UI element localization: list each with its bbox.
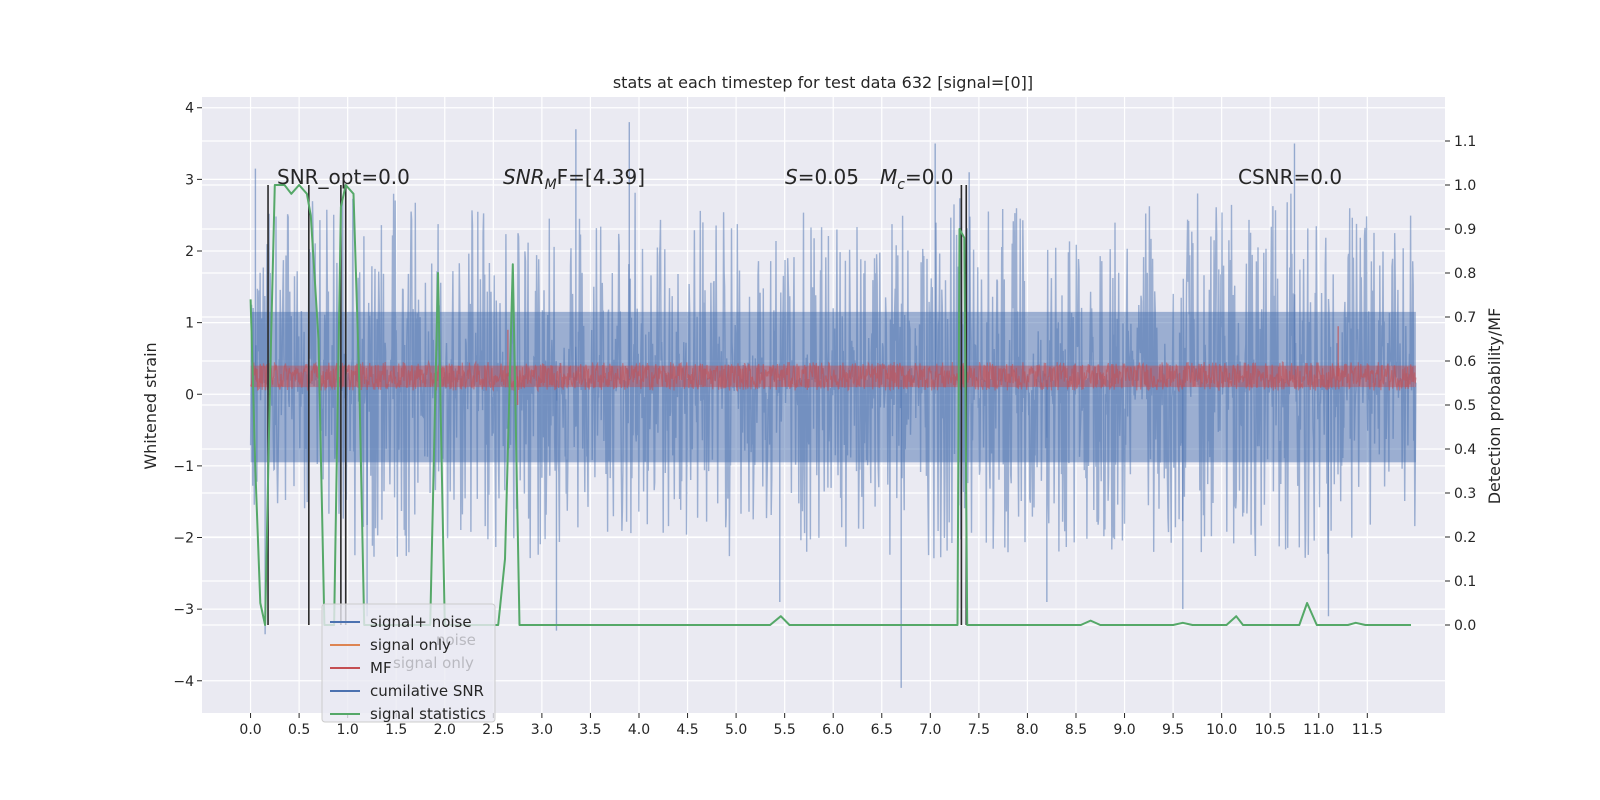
legend-label: MF: [370, 659, 392, 677]
annotation-s-tail: =0.05: [798, 165, 859, 189]
x-tick-label: 1.0: [337, 722, 359, 738]
x-tick-label: 0.0: [239, 722, 261, 738]
annotations: SNR_opt=0.0 SNRMF=[4.39] S=0.05 Mc=0.0 C…: [277, 165, 1342, 193]
x-tick-label: 11.0: [1303, 722, 1334, 738]
annotation-mc-tail: =0.0: [905, 165, 954, 189]
annotation-snr-opt: SNR_opt=0.0: [277, 165, 410, 189]
y-tick-label-left: 4: [185, 101, 194, 117]
x-tick-label: 1.5: [385, 722, 407, 738]
chart-title: stats at each timestep for test data 632…: [613, 73, 1033, 92]
x-tick-label: 11.5: [1352, 722, 1383, 738]
x-tick-label: 7.5: [968, 722, 990, 738]
x-tick-label: 9.5: [1162, 722, 1184, 738]
legend: noise signal only signal+ noise signal on…: [321, 603, 496, 723]
y-tick-label-right: 0.7: [1454, 310, 1476, 326]
y-tick-label-left: −1: [173, 459, 194, 475]
y-tick-label-right: 1.1: [1454, 134, 1476, 150]
x-tick-label: 4.5: [676, 722, 698, 738]
y-tick-label-right: 0.1: [1454, 574, 1476, 590]
y-tick-label-right: 0.2: [1454, 530, 1476, 546]
series-mf-core: [250, 365, 1416, 388]
annotation-snr-mf-main: SNR: [503, 165, 545, 189]
legend-label: signal statistics: [370, 705, 486, 723]
y-tick-label-left: 0: [185, 387, 194, 403]
annotation-csnr: CSNR=0.0: [1238, 165, 1342, 189]
y-tick-label-left: −3: [173, 602, 194, 618]
y-tick-label-right: 0.3: [1454, 486, 1476, 502]
x-tick-label: 2.5: [482, 722, 504, 738]
y-axis-label-left: Whitened strain: [141, 342, 160, 469]
series-mf-line: [250, 359, 1417, 393]
legend-label: signal only: [370, 636, 451, 654]
y-axis-label-right: Detection probability/MF: [1485, 308, 1504, 505]
x-tick-label: 6.5: [871, 722, 893, 738]
annotation-s: S=0.05: [785, 165, 859, 189]
series-signal-statistics-line: [249, 184, 1411, 626]
legend-ghost-text: noise: [436, 631, 476, 649]
annotation-snr-mf-sub: M: [545, 177, 557, 193]
annotation-s-main: S: [785, 165, 798, 189]
y-tick-label-right: 0.9: [1454, 222, 1476, 238]
legend-label: cumilative SNR: [370, 682, 484, 700]
x-tick-label: 4.0: [628, 722, 650, 738]
x-tick-label: 9.0: [1113, 722, 1135, 738]
x-tick-label: 3.5: [579, 722, 601, 738]
legend-label: signal+ noise: [370, 613, 472, 631]
x-tick-label: 7.0: [919, 722, 941, 738]
annotation-mc-main: M: [880, 165, 897, 189]
legend-ghost-text: signal only: [393, 654, 474, 672]
y-tick-label-right: 0.4: [1454, 442, 1476, 458]
y-tick-label-left: 3: [185, 172, 194, 188]
x-tick-label: 5.0: [725, 722, 747, 738]
x-tick-label: 0.5: [288, 722, 310, 738]
y-tick-label-right: 0.6: [1454, 354, 1476, 370]
x-tick-label: 10.5: [1255, 722, 1286, 738]
annotation-snr-mf-tail: F=[4.39]: [557, 165, 645, 189]
axes: 0.0 0.5 1.0 1.5 2.0 2.5 3.0 3.5 4.0 4.5 5.0 5.5 6.0 6…: [173, 101, 1476, 738]
annotation-mc: Mc=0.0: [880, 165, 954, 193]
y-tick-label-left: −2: [173, 531, 194, 547]
x-tick-label: 3.0: [531, 722, 553, 738]
y-tick-label-left: −4: [173, 674, 194, 690]
y-tick-label-left: 1: [185, 316, 194, 332]
x-tick-label: 6.0: [822, 722, 844, 738]
y-tick-label-right: 0.0: [1454, 618, 1476, 634]
x-tick-label: 5.5: [774, 722, 796, 738]
series-signal-noise-core: [250, 311, 1416, 463]
x-tick-label: 10.0: [1206, 722, 1237, 738]
y-tick-label-left: 2: [185, 244, 194, 260]
y-tick-label-right: 1.0: [1454, 178, 1476, 194]
y-tick-label-right: 0.8: [1454, 266, 1476, 282]
x-tick-label: 2.0: [434, 722, 456, 738]
legend-box: [321, 603, 496, 723]
annotation-snr-mf: SNRMF=[4.39]: [503, 165, 645, 193]
x-tick-label: 8.5: [1065, 722, 1087, 738]
annotation-mc-sub: c: [897, 177, 905, 193]
x-tick-label: 8.0: [1016, 722, 1038, 738]
data-layer: [249, 122, 1417, 688]
y-tick-label-right: 0.5: [1454, 398, 1476, 414]
